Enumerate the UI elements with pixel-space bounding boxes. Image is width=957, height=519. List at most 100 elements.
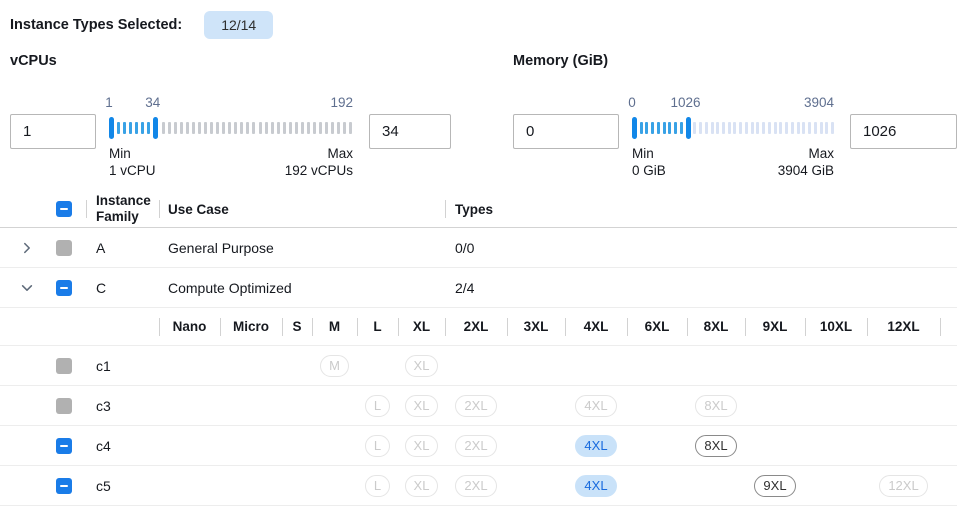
instance-family-table: Instance Family Use Case Types A General… [0, 191, 957, 506]
size-column-header-8XL: 8XL [687, 308, 745, 345]
instance-name: c1 [96, 357, 111, 374]
memory-min-input[interactable] [513, 114, 619, 149]
slider-tick [129, 122, 133, 134]
memory-title: Memory (GiB) [513, 53, 609, 69]
slider-tick [246, 122, 250, 134]
slider-handle[interactable] [632, 117, 637, 139]
slider-tick [830, 122, 834, 134]
slider-tick [179, 122, 183, 134]
slider-high-label: 34 [145, 95, 161, 110]
slider-tick [147, 122, 151, 134]
size-badge-c3-XL: XL [404, 394, 439, 417]
slider-tick [750, 122, 754, 134]
slider-tick [270, 122, 274, 134]
slider-tick [722, 122, 726, 134]
instance-name: c3 [96, 397, 111, 414]
instance-checkbox-c4[interactable] [56, 437, 72, 454]
slider-low-label: 1 [105, 95, 113, 110]
slider-tick [796, 122, 800, 134]
size-badge-c3-4XL: 4XL [575, 394, 617, 417]
slider-handle[interactable] [153, 117, 159, 139]
size-badge-c5-XL: XL [404, 474, 439, 497]
slider-tick [264, 122, 268, 134]
column-header-use-case: Use Case [159, 202, 445, 217]
slider-tick [167, 122, 171, 134]
slider-handle[interactable] [685, 117, 691, 139]
slider-tick [222, 122, 226, 134]
family-types-count: 2/4 [455, 279, 475, 296]
column-header-types: Types [445, 202, 957, 217]
family-row-A: A General Purpose 0/0 [0, 228, 957, 268]
memory-min-value: 0 GiB [632, 163, 666, 178]
vcpus-range-slider[interactable]: 1 34 192 [105, 95, 353, 139]
slider-tick [216, 122, 220, 134]
instance-checkbox-c3 [56, 397, 72, 414]
slider-tick [240, 122, 244, 134]
slider-tick [307, 122, 310, 134]
slider-tick [785, 122, 789, 134]
selection-summary-bar: Instance Types Selected: 12/14 [0, 9, 957, 40]
size-badge-c4-8XL[interactable]: 8XL [695, 434, 737, 457]
slider-tick [191, 122, 195, 134]
vcpus-max-input[interactable] [369, 114, 451, 149]
size-column-header-12XL: 12XL [867, 308, 940, 345]
instance-row-c4: c4 L XL 2XL 4XL 8XL [0, 426, 957, 466]
instance-checkbox-c5[interactable] [56, 477, 72, 494]
size-badge-c4-L: L [364, 434, 391, 457]
instance-row-c5: c5 L XL 2XL 4XL 9XL 12XL [0, 466, 957, 506]
vcpus-max-caption: Max [327, 146, 353, 161]
slider-tick [790, 122, 794, 134]
slider-tick [337, 122, 341, 134]
vcpus-title: vCPUs [10, 53, 57, 69]
slider-tick [739, 122, 743, 134]
slider-tick [252, 122, 256, 134]
vcpus-min-caption: Min [109, 146, 131, 161]
instance-row-c1: c1 M XL [0, 346, 957, 386]
size-badge-c5-9XL[interactable]: 9XL [754, 474, 796, 497]
size-column-header-Nano: Nano [159, 308, 220, 345]
slider-tick [699, 122, 703, 134]
slider-handle[interactable] [109, 117, 114, 139]
size-badge-c1-XL: XL [404, 354, 439, 377]
slider-tick [135, 122, 139, 134]
slider-tick [141, 122, 145, 134]
size-column-header-M: M [312, 308, 357, 345]
slider-tick [123, 122, 127, 134]
size-column-header-Micro: Micro [220, 308, 282, 345]
size-badge-c5-4XL[interactable]: 4XL [575, 474, 617, 497]
slider-max-label: 3904 [803, 95, 834, 110]
slider-tick [203, 122, 207, 134]
slider-tick [185, 122, 189, 134]
table-header-row: Instance Family Use Case Types [0, 191, 957, 228]
size-column-header-9XL: 9XL [745, 308, 805, 345]
slider-tick [331, 122, 335, 134]
memory-range-slider[interactable]: 0 1026 3904 [628, 95, 834, 139]
slider-tick [300, 122, 304, 134]
memory-filter: Memory (GiB) 0 1026 3904 Min 0 GiB Max 390… [513, 53, 957, 179]
slider-tick [117, 122, 121, 134]
filters-section: vCPUs 1 34 192 Min 1 vCPU Max 192 vCPUs [0, 53, 957, 179]
size-column-header-6XL: 6XL [627, 308, 687, 345]
slider-low-label: 0 [628, 95, 636, 110]
instance-types-selected-label: Instance Types Selected: [10, 16, 183, 33]
vcpus-min-input[interactable] [10, 114, 96, 149]
slider-tick [645, 122, 649, 134]
expand-chevron-icon[interactable] [20, 241, 34, 255]
slider-tick [716, 122, 720, 134]
size-column-header-2XL: 2XL [445, 308, 507, 345]
select-all-checkbox[interactable] [56, 201, 72, 217]
selected-count-badge: 12/14 [204, 10, 274, 39]
slider-tick [813, 122, 817, 134]
size-column-header-4XL: 4XL [565, 308, 627, 345]
slider-tick [258, 122, 262, 134]
slider-tick [727, 122, 731, 134]
size-badge-c4-4XL[interactable]: 4XL [575, 434, 617, 457]
family-checkbox-C[interactable] [56, 279, 72, 296]
memory-max-input[interactable] [850, 114, 957, 149]
collapse-chevron-icon[interactable] [20, 281, 34, 295]
size-badge-c5-12XL: 12XL [879, 474, 928, 497]
slider-tick [343, 122, 347, 134]
slider-tick [639, 122, 643, 134]
size-badge-c4-2XL: 2XL [455, 434, 497, 457]
size-column-header-L: L [357, 308, 398, 345]
